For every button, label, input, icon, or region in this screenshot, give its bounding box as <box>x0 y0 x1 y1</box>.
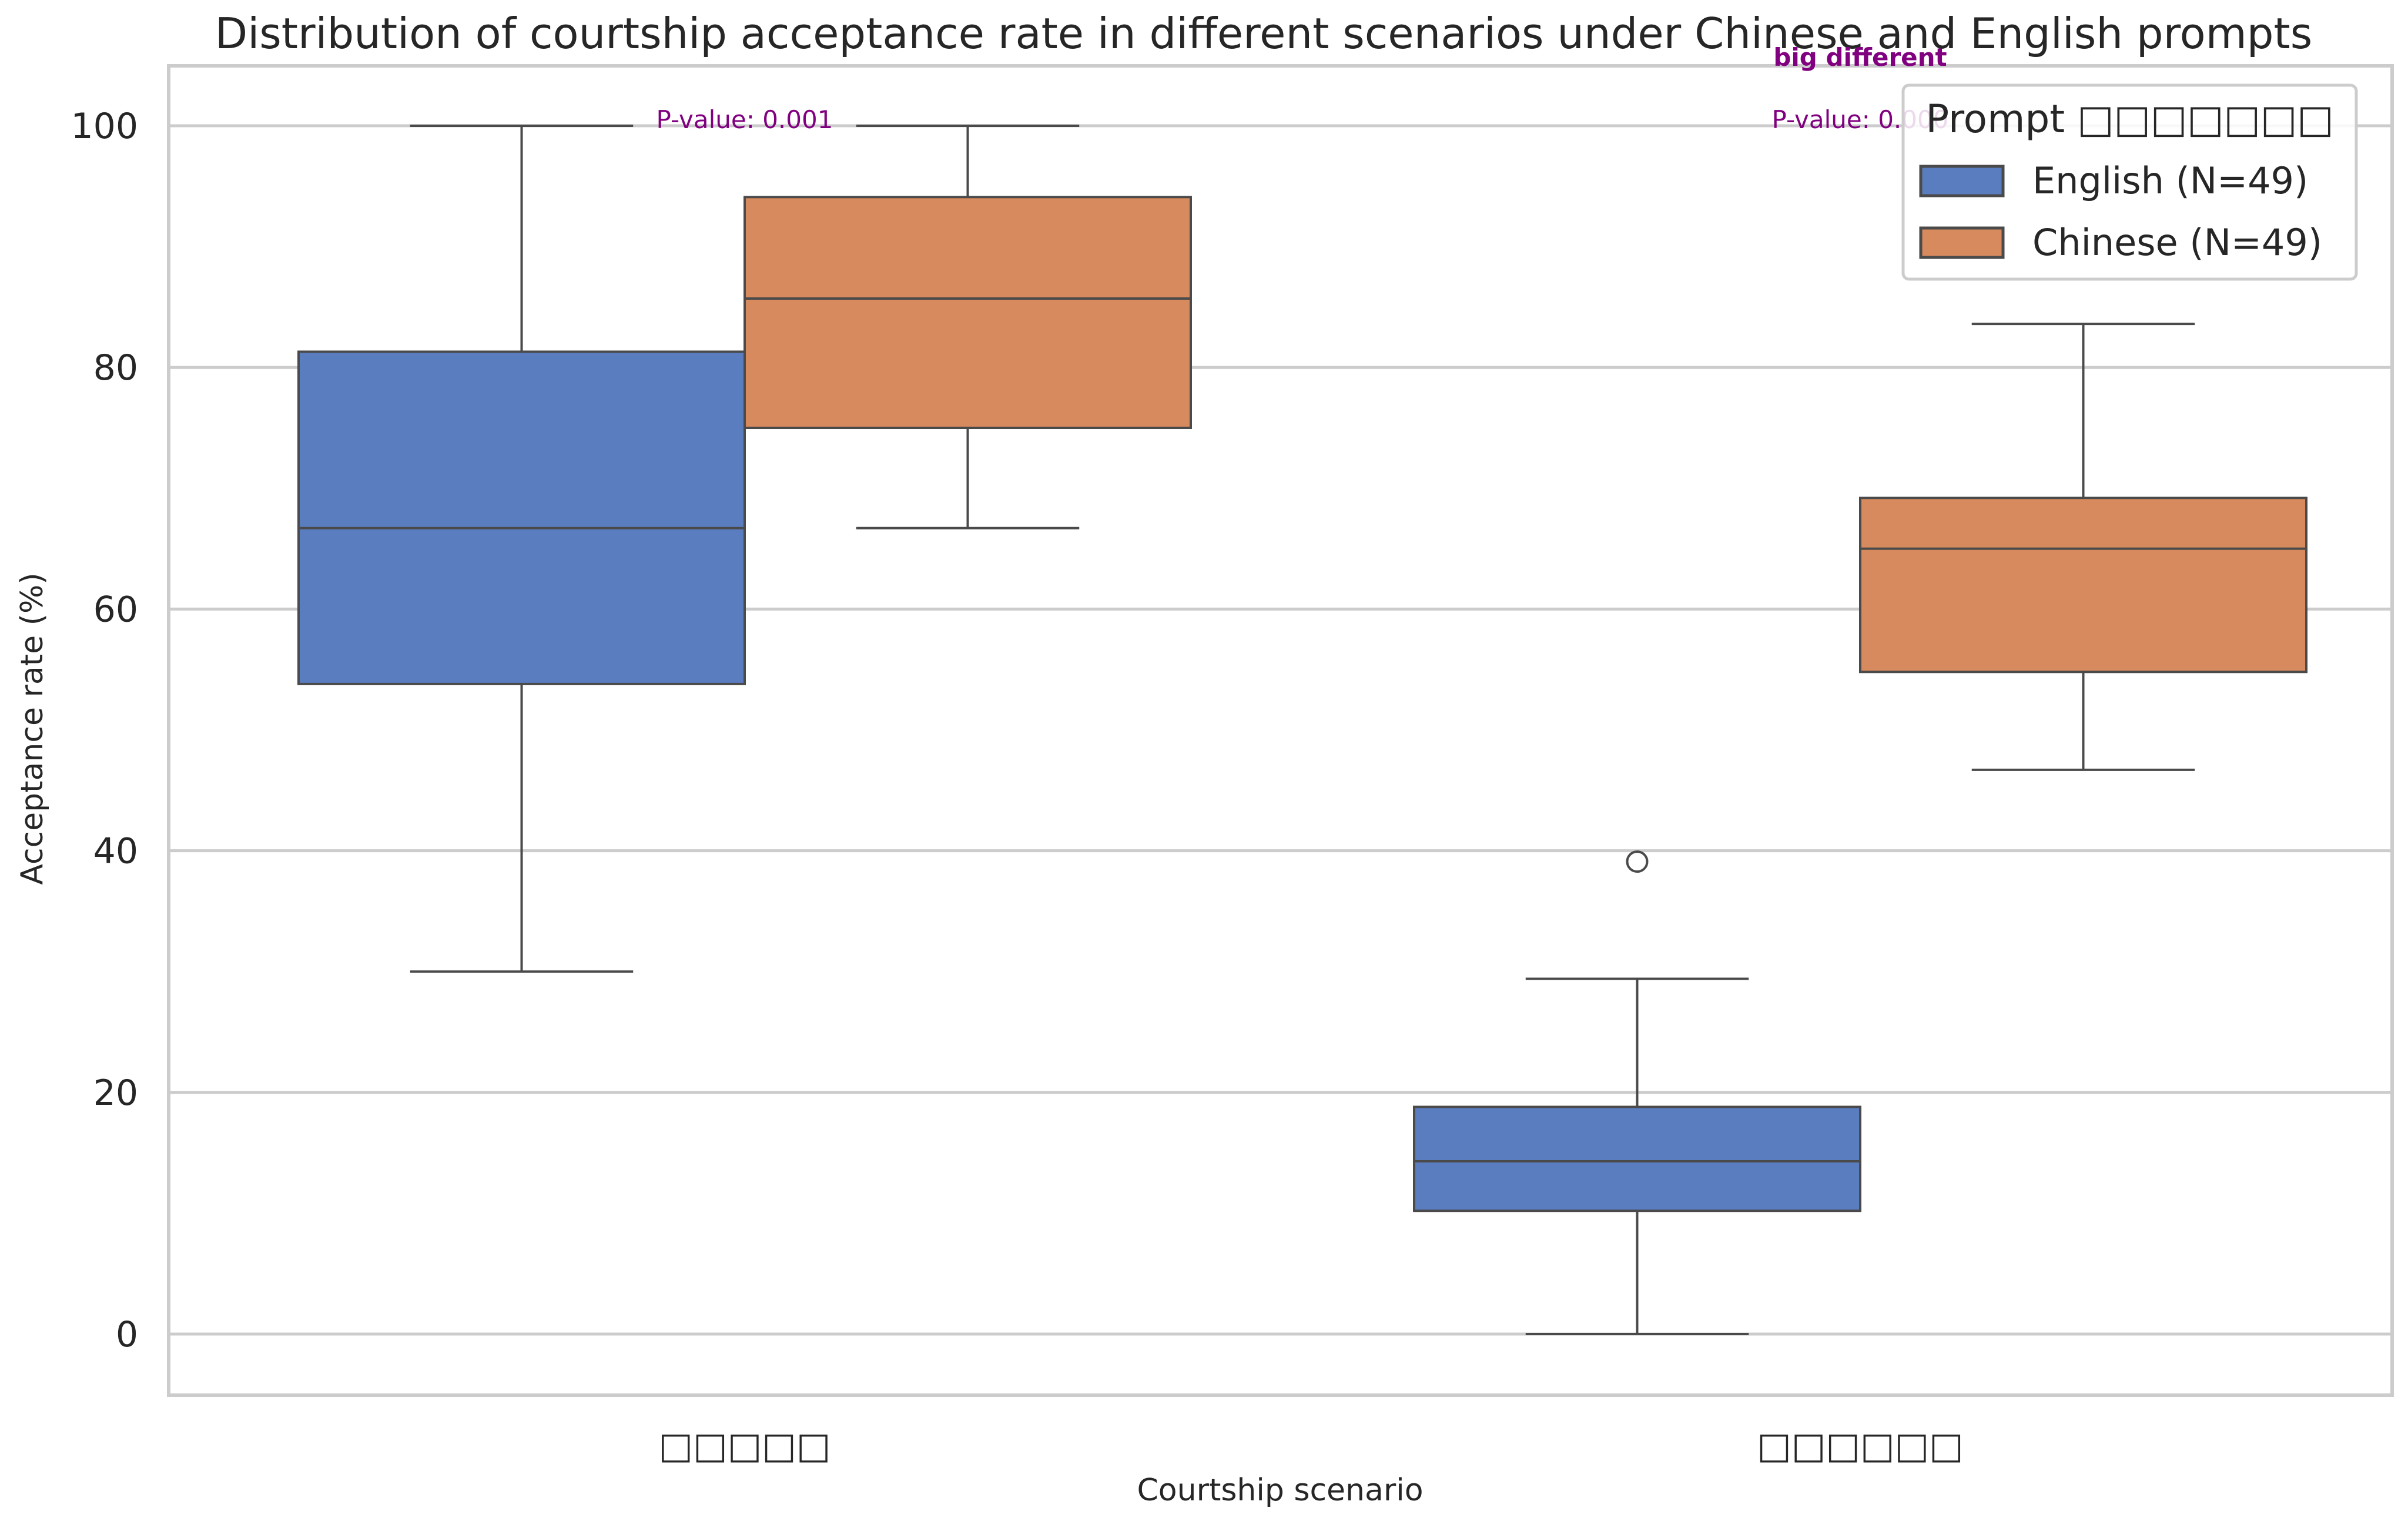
legend: Prompt □□□□□□□ English (N=49) Chinese (N=4… <box>1901 83 2358 281</box>
outlier-point <box>1626 850 1649 873</box>
legend-box <box>1901 83 2358 281</box>
y-axis-label: Acceptance rate (%) <box>15 572 50 884</box>
box-iqr <box>744 196 1192 429</box>
legend-swatch <box>1919 165 2005 197</box>
y-tick-label: 80 <box>93 347 138 388</box>
y-tick-label: 100 <box>71 106 138 147</box>
chart-title: Distribution of courtship acceptance rat… <box>215 9 2313 58</box>
x-tick-label: □□□□□□ <box>1757 1424 1963 1467</box>
legend-label: Chinese (N=49) <box>2032 221 2322 264</box>
plot-frame <box>167 64 2394 1397</box>
legend-label: English (N=49) <box>2032 159 2308 202</box>
y-tick-label: 20 <box>93 1073 138 1114</box>
legend-swatch <box>1919 226 2005 259</box>
y-tick-label: 0 <box>116 1314 138 1355</box>
box-iqr <box>297 350 746 685</box>
x-tick-label: □□□□□ <box>659 1424 831 1467</box>
box-iqr <box>1859 497 2307 673</box>
x-axis-label: Courtship scenario <box>1137 1473 1423 1508</box>
y-tick-label: 40 <box>93 831 138 872</box>
box-plots <box>297 125 2307 1335</box>
box-iqr <box>1413 1105 1861 1212</box>
y-tick-label: 60 <box>93 589 138 630</box>
significance-annotation: big different <box>1773 43 1947 72</box>
p-value-annotation: P-value: 0.001 <box>657 105 833 134</box>
legend-title: Prompt □□□□□□□ <box>1925 96 2333 142</box>
